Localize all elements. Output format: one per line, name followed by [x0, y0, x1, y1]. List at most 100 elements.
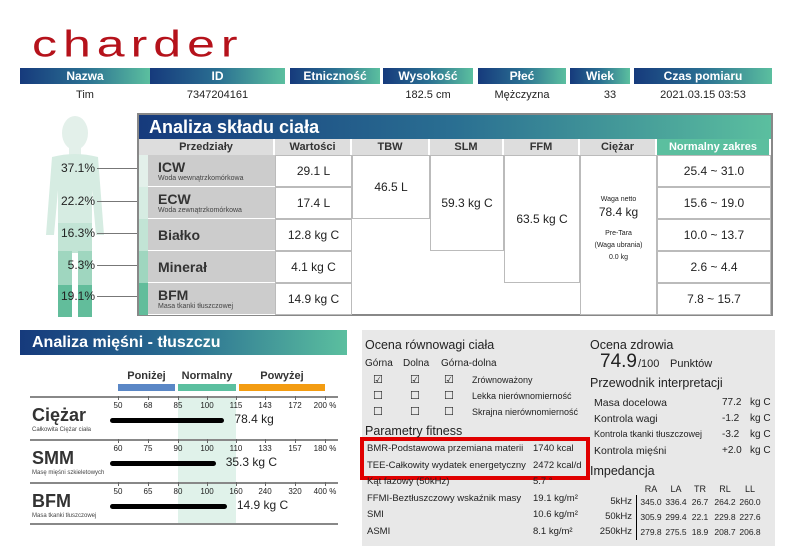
row-divider [30, 439, 338, 441]
column-header: Wartości [275, 139, 352, 155]
scale-tick: 50 [113, 487, 123, 496]
balance-label: Zrównoważony [472, 375, 533, 385]
component-sub: Woda zewnątrzkomórkowa [158, 207, 242, 214]
tick-mark [118, 439, 119, 443]
guide-label: Kontrola wagi [594, 413, 658, 425]
legend-label: Normalny [181, 370, 233, 382]
tick-mark [236, 482, 237, 486]
checkbox-icon: ☐ [444, 389, 454, 402]
impedance-value: 22.1 [691, 512, 709, 522]
tick-mark [295, 482, 296, 486]
connector-line [97, 265, 137, 266]
impedance-col: TR [694, 484, 706, 494]
component-name: Minerał [158, 258, 208, 275]
impedance-value: 26.7 [691, 497, 709, 507]
legend-bar [178, 384, 236, 391]
normal-range: 2.6 ~ 4.4 [657, 251, 771, 283]
level-bar [110, 504, 227, 509]
metric-sub: Masę mięśni szkieletowych [32, 470, 105, 476]
level-bar [110, 418, 225, 423]
column-header: TBW [352, 139, 430, 155]
guide-label: Kontrola mięśni [594, 445, 667, 457]
fitness-label: Kąt fazowy (50kHz) [367, 476, 450, 487]
legend-bar [118, 384, 175, 391]
scale-tick: 133 [258, 444, 272, 453]
fitness-label: TEE-Całkowity wydatek energetyczny [367, 459, 526, 471]
metric-name: Ciężar [32, 405, 87, 425]
composition-title: Analiza składu ciała [139, 115, 771, 139]
tick-mark [325, 396, 326, 400]
metric-value: 35.3 kg C [225, 455, 278, 469]
scale-tick: 320 [288, 487, 302, 496]
row-label: Minerał [148, 251, 275, 283]
component-value: 29.1 L [275, 155, 352, 187]
row-color-strip [139, 155, 148, 187]
row-label: Białko [148, 219, 275, 251]
scale-tick: 68 [143, 401, 153, 410]
scale-tick: 240 [258, 487, 272, 496]
info-value: 33 [603, 89, 617, 101]
scale-tick: 50 [113, 401, 123, 410]
scale-tick: 143 [258, 401, 272, 410]
weight-weight-net: 78.4 kg [598, 205, 639, 219]
tick-mark [118, 396, 119, 400]
column-header: Ciężar [580, 139, 657, 155]
scale-tick: 100 [200, 487, 214, 496]
impedance-col: LL [744, 484, 755, 494]
tick-mark [148, 439, 149, 443]
checkbox-icon: ☐ [444, 405, 454, 418]
row-label: BFM Masa tkanki tłuszczowej [148, 283, 275, 315]
impedance-value: 227.6 [739, 512, 761, 522]
fitness-label: SMI [367, 509, 384, 520]
legend-label: Poniżej [127, 370, 166, 382]
weight-weight-net-label: Waga netto [600, 196, 637, 203]
balance-label: Skrajna nierównomierność [472, 407, 579, 417]
guide-unit: kg C [750, 445, 771, 456]
connector-line [97, 168, 137, 169]
scale-tick: 157 [288, 444, 302, 453]
info-header: Nazwa [20, 68, 150, 84]
tick-mark [178, 482, 179, 486]
scale-tick: 75 [143, 444, 153, 453]
component-value: 4.1 kg C [275, 251, 352, 283]
component-value: 17.4 L [275, 187, 352, 219]
checkbox-icon: ☐ [410, 405, 420, 418]
guide-value: -3.2 [722, 429, 740, 440]
impedance-value: 299.4 [665, 512, 687, 522]
tick-mark [178, 396, 179, 400]
tick-mark [295, 439, 296, 443]
scale-tick: 60 [113, 444, 123, 453]
guide-label: Kontrola tkanki tłuszczowej [594, 429, 703, 439]
fitness-title: Parametry fitness [365, 424, 463, 438]
scale-tick: 100 [200, 401, 214, 410]
tick-mark [325, 482, 326, 486]
row-divider [30, 523, 338, 525]
tick-mark [178, 439, 179, 443]
tick-mark [295, 396, 296, 400]
impedance-value: 275.5 [665, 527, 687, 537]
guide-value: +2.0 [722, 445, 742, 456]
impedance-col: LA [670, 484, 682, 494]
weight-pretara: 0.0 kg [608, 254, 629, 261]
component-name: ECW [158, 191, 191, 207]
charder-logo: charder [32, 22, 244, 65]
scale-tick: 160 [229, 487, 243, 496]
health-score: 74.9 [600, 351, 637, 372]
metric-sub: Całkowita Ciężar ciała [32, 427, 92, 433]
impedance-value: 260.0 [739, 497, 761, 507]
scale-tick: 65 [143, 487, 153, 496]
tick-mark [325, 439, 326, 443]
guide-unit: kg C [750, 397, 771, 408]
guide-label: Masa docelowa [594, 397, 667, 409]
impedance-value: 345.0 [640, 497, 662, 507]
info-header: Czas pomiaru [634, 68, 772, 84]
connector-line [97, 201, 137, 202]
body-figure-icon [42, 115, 108, 320]
tick-mark [265, 482, 266, 486]
metric-value: 78.4 kg [234, 412, 274, 426]
balance-col: Górna [365, 358, 393, 369]
guide-value: 77.2 [722, 397, 742, 408]
scale-tick: 90 [173, 444, 183, 453]
connector-line [97, 233, 137, 234]
normal-range: 15.6 ~ 19.0 [657, 187, 771, 219]
